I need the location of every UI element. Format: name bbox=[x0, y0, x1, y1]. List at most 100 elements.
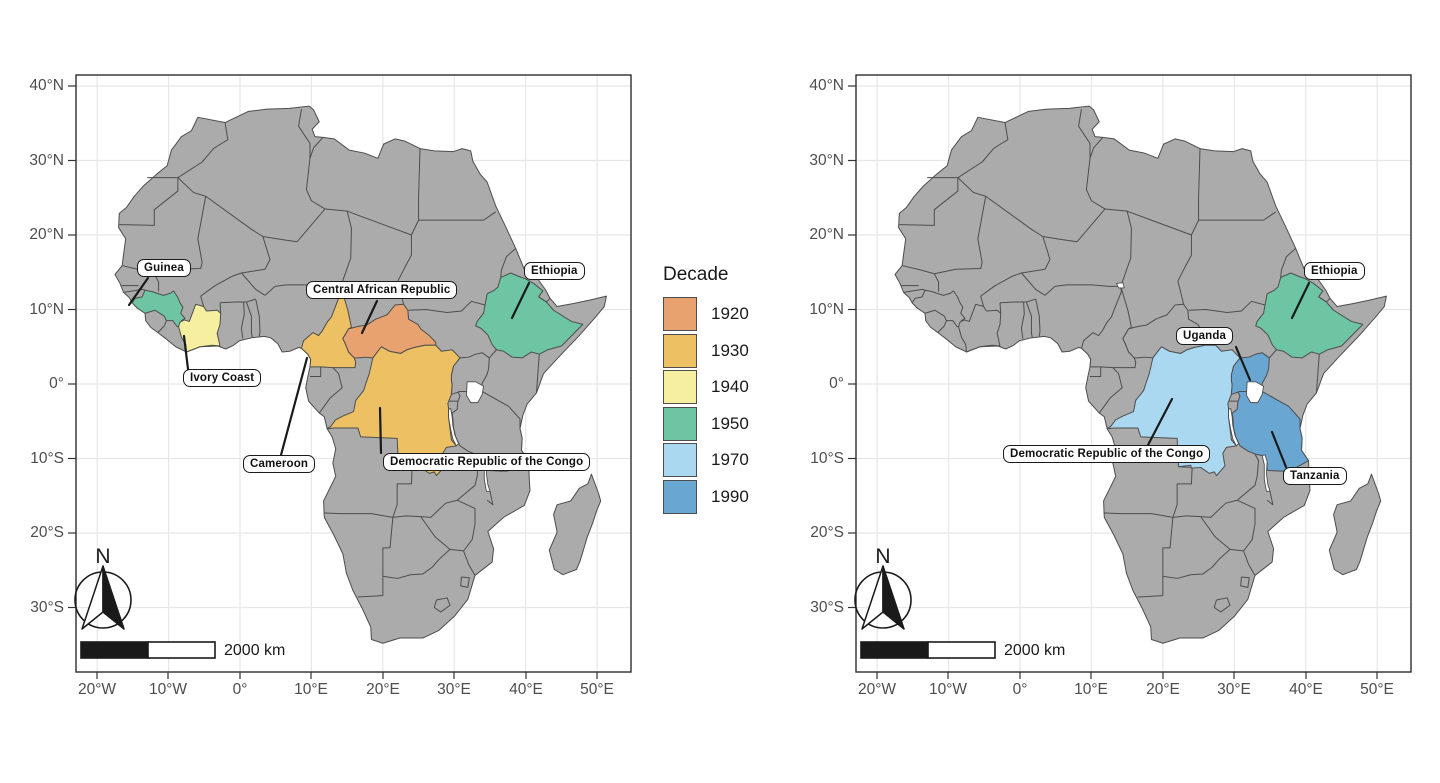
country-label-guinea: Guinea bbox=[137, 259, 191, 277]
country-border bbox=[981, 273, 1045, 307]
x-tick-label: 10°W bbox=[148, 681, 188, 698]
country-border bbox=[958, 123, 1008, 178]
x-tick-label: 40°E bbox=[509, 681, 543, 698]
legend-swatch-1970 bbox=[663, 443, 697, 477]
x-tick-label: 10°E bbox=[1074, 681, 1108, 698]
y-tick-label: 0° bbox=[49, 375, 64, 392]
panel-border bbox=[75, 74, 632, 673]
label-leader-line-dr_congo bbox=[378, 406, 383, 455]
country-border bbox=[241, 237, 270, 274]
country-border bbox=[1201, 500, 1237, 517]
y-tick-label: 40°N bbox=[809, 77, 844, 94]
country-shape-ivory_coast bbox=[179, 304, 221, 352]
madagascar-shape bbox=[1329, 474, 1380, 575]
africa-map-right bbox=[856, 75, 1411, 672]
country-border bbox=[899, 178, 958, 226]
country-border bbox=[1021, 302, 1024, 339]
legend-entry: 1990 bbox=[663, 479, 749, 514]
country-shape-uganda bbox=[451, 353, 489, 395]
country-border bbox=[434, 598, 450, 612]
legend-entry: 1920 bbox=[663, 297, 749, 331]
y-tick-label: 20°N bbox=[809, 226, 844, 243]
label-leader-line-dr_congo bbox=[1146, 397, 1174, 447]
x-tick-label: 10°E bbox=[294, 681, 328, 698]
country-shape-ethiopia bbox=[476, 273, 583, 358]
country-border bbox=[1178, 220, 1199, 304]
label-leader-line-cameroon bbox=[279, 356, 309, 457]
country-border bbox=[450, 549, 464, 550]
country-border bbox=[1201, 517, 1230, 550]
country-label-central_african_republic: Central African Republic bbox=[306, 281, 458, 299]
lake_victoria bbox=[466, 382, 483, 403]
north-arrow-right-blade bbox=[882, 565, 905, 630]
country-border bbox=[934, 196, 985, 273]
legend-label: 1930 bbox=[711, 340, 749, 360]
scalebar-label: 2000 km bbox=[1004, 642, 1066, 659]
country-border bbox=[457, 500, 475, 551]
north-arrow-right-blade bbox=[102, 565, 125, 630]
country-shape-uganda bbox=[1231, 353, 1269, 395]
x-tick-label: 20°W bbox=[77, 681, 117, 698]
x-tick-label: 20°E bbox=[366, 681, 400, 698]
country-label-ivory_coast: Ivory Coast bbox=[183, 369, 262, 387]
country-shape-tanzania bbox=[452, 391, 528, 471]
country-label-uganda: Uganda bbox=[1176, 327, 1234, 345]
country-border bbox=[1267, 491, 1273, 504]
y-tick-label: 20°N bbox=[29, 226, 64, 243]
country-border bbox=[154, 274, 158, 292]
country-border bbox=[1189, 301, 1265, 312]
y-tick-label: 30°N bbox=[29, 151, 64, 169]
country-border bbox=[1319, 291, 1330, 302]
y-tick-label: 30°N bbox=[809, 151, 844, 169]
country-border bbox=[419, 212, 496, 220]
country-border bbox=[501, 248, 516, 277]
country-border bbox=[178, 123, 228, 178]
country-border bbox=[464, 551, 475, 576]
country-border bbox=[457, 454, 478, 500]
x-tick-label: 10°W bbox=[928, 681, 968, 698]
x-tick-label: 40°E bbox=[1289, 681, 1323, 698]
lake_tanganyika bbox=[449, 409, 459, 446]
country-border bbox=[310, 367, 321, 377]
country-border bbox=[1090, 367, 1101, 377]
madagascar-shape bbox=[549, 474, 600, 575]
country-shape-ethiopia bbox=[1256, 273, 1363, 358]
country-border bbox=[1230, 409, 1237, 417]
legend-swatch-1990 bbox=[663, 479, 697, 514]
country-border bbox=[1316, 354, 1319, 393]
country-shape-ivory_coast bbox=[959, 304, 1001, 352]
country-shape-guinea bbox=[132, 290, 185, 327]
country-border bbox=[220, 303, 221, 313]
y-tick-label: 0° bbox=[829, 375, 844, 392]
x-tick-label: 30°E bbox=[437, 681, 471, 698]
country-border bbox=[1105, 209, 1191, 235]
country-border bbox=[1163, 517, 1173, 595]
country-border bbox=[122, 266, 154, 274]
y-tick-label: 20°S bbox=[30, 524, 64, 541]
country-border bbox=[1214, 598, 1230, 612]
lake_malawi bbox=[482, 455, 490, 492]
label-leader-line-guinea bbox=[127, 276, 150, 307]
country-border bbox=[421, 517, 450, 550]
legend-label: 1970 bbox=[711, 450, 749, 469]
continent-shape bbox=[115, 106, 606, 643]
country-border bbox=[1104, 513, 1173, 517]
continent-shape bbox=[895, 106, 1386, 643]
x-tick-label: 50°E bbox=[580, 681, 614, 698]
country-shape-cameroon bbox=[1081, 286, 1135, 367]
country-border bbox=[1000, 303, 1001, 313]
x-tick-label: 20°W bbox=[857, 681, 897, 698]
country-border bbox=[358, 596, 383, 597]
y-tick-label: 10°N bbox=[29, 300, 64, 318]
legend: Decade 1920 1930 1940 1950 1970 1990 bbox=[663, 264, 749, 516]
legend-title: Decade bbox=[663, 264, 729, 285]
country-border bbox=[1173, 467, 1192, 518]
country-border bbox=[393, 516, 421, 517]
north-arrow-left-blade bbox=[81, 565, 104, 630]
label-leader-line-uganda bbox=[1234, 345, 1252, 382]
country-border bbox=[158, 321, 167, 333]
country-border bbox=[1163, 549, 1230, 578]
country-label-cameroon: Cameroon bbox=[243, 455, 316, 473]
legend-entry: 1940 bbox=[663, 370, 749, 404]
